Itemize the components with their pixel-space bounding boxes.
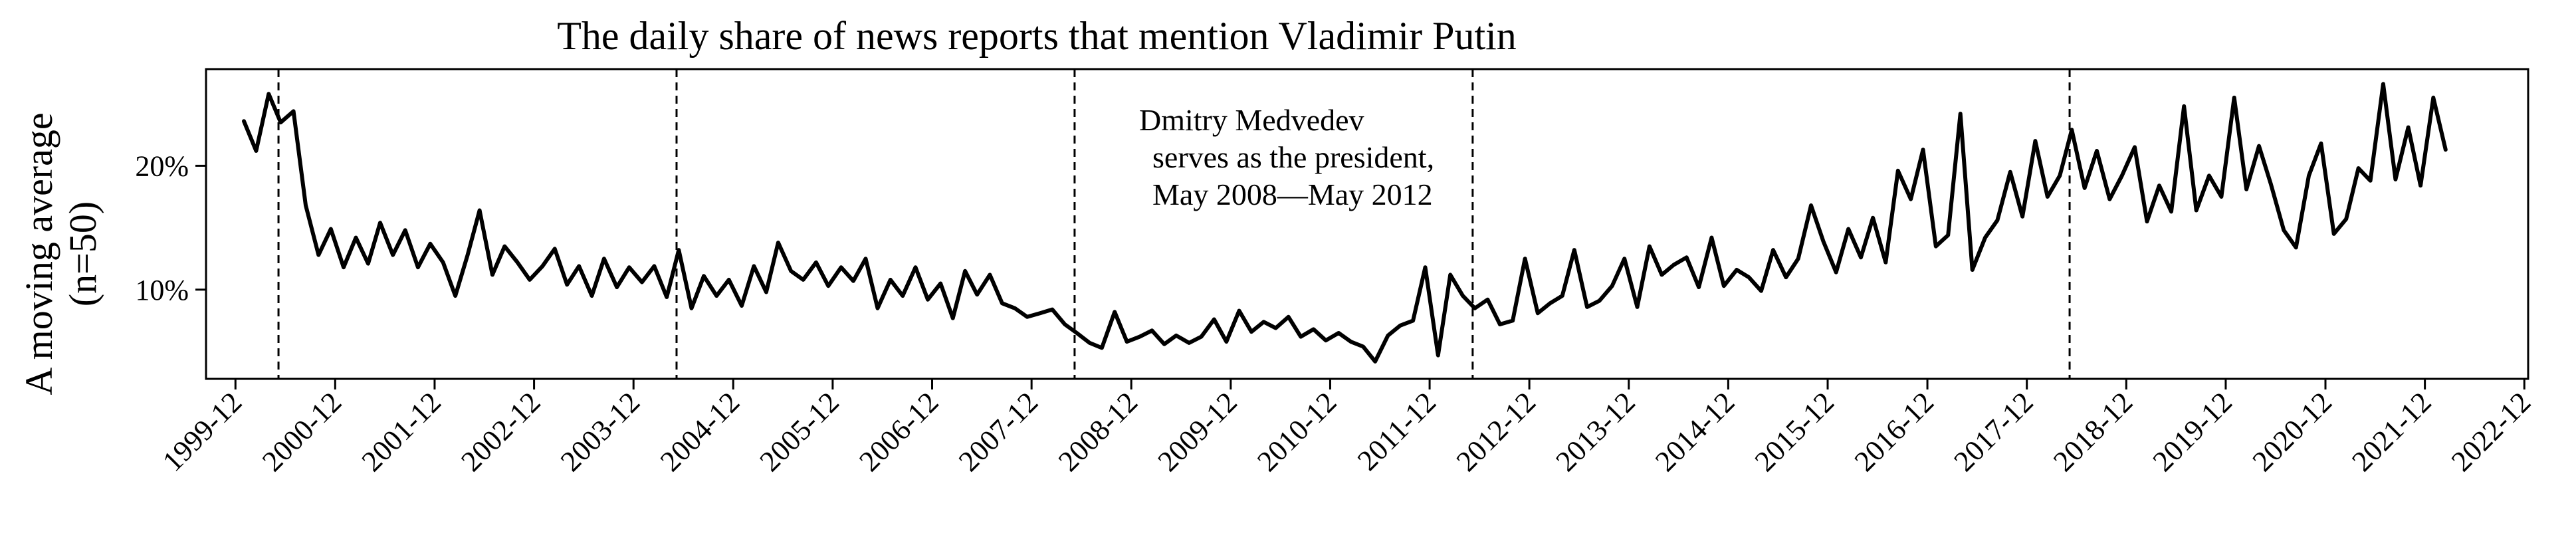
x-tick-label: 2019-12 bbox=[2147, 385, 2238, 477]
x-tick-label: 2003-12 bbox=[554, 385, 646, 477]
x-tick-label: 2022-12 bbox=[2445, 385, 2537, 477]
chart-title: The daily share of news reports that men… bbox=[557, 14, 1517, 58]
y-axis: 10% 20% bbox=[135, 150, 206, 306]
annotation-line: May 2008—May 2012 bbox=[1152, 177, 1433, 211]
y-axis-label-line-2: (n=50) bbox=[61, 201, 104, 306]
x-axis: 1999-12 2000-12 2001-12 2002-12 2003-12 2004-… bbox=[156, 379, 2537, 478]
x-tick-label: 2004-12 bbox=[654, 385, 746, 477]
vertical-reference-lines bbox=[277, 69, 2071, 379]
y-axis-label: A moving average (n=50) bbox=[17, 112, 104, 395]
x-tick-label: 2002-12 bbox=[455, 385, 546, 477]
x-tick-label: 2014-12 bbox=[1649, 385, 1741, 477]
x-tick-label: 2018-12 bbox=[2047, 385, 2139, 477]
x-tick-label: 2020-12 bbox=[2246, 385, 2338, 477]
x-tick-label: 2009-12 bbox=[1152, 385, 1243, 477]
x-tick-label: 2011-12 bbox=[1351, 385, 1442, 477]
plot-area-frame bbox=[205, 68, 2529, 380]
x-tick-label: 2010-12 bbox=[1251, 385, 1342, 477]
x-tick-label: 2007-12 bbox=[952, 385, 1044, 477]
y-axis-label-line-1: A moving average bbox=[17, 112, 60, 395]
x-tick-label: 2021-12 bbox=[2345, 385, 2437, 477]
x-tick-label: 2005-12 bbox=[754, 385, 845, 477]
y-tick-label: 10% bbox=[135, 274, 189, 306]
annotation-text: Dmitry Medvedev serves as the president, M… bbox=[1139, 103, 1434, 211]
x-tick-label: 1999-12 bbox=[156, 385, 248, 477]
y-tick-label: 20% bbox=[135, 150, 189, 182]
x-tick-label: 2013-12 bbox=[1549, 385, 1641, 477]
x-tick-label: 2006-12 bbox=[853, 385, 944, 477]
x-tick-label: 2016-12 bbox=[1848, 385, 1940, 477]
annotation-line: serves as the president, bbox=[1152, 140, 1434, 174]
annotation-line: Dmitry Medvedev bbox=[1139, 103, 1364, 137]
data-line-group bbox=[242, 82, 2448, 364]
x-tick-label: 2015-12 bbox=[1749, 385, 1840, 477]
x-tick-label: 2000-12 bbox=[256, 385, 348, 477]
x-tick-label: 2017-12 bbox=[1947, 385, 2039, 477]
x-tick-label: 2012-12 bbox=[1450, 385, 1542, 477]
x-tick-label: 2008-12 bbox=[1052, 385, 1144, 477]
data-line bbox=[242, 82, 2448, 364]
x-tick-label: 2001-12 bbox=[356, 385, 447, 477]
